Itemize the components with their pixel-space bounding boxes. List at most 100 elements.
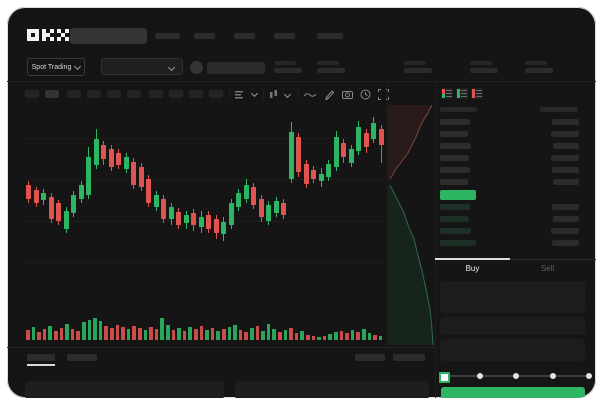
bid-row-amount[interactable] bbox=[552, 204, 579, 210]
stat-value bbox=[470, 68, 498, 73]
book-both-toggle[interactable] bbox=[441, 88, 453, 99]
candle bbox=[116, 153, 121, 165]
search-input[interactable] bbox=[70, 28, 147, 44]
book-asks-toggle[interactable] bbox=[471, 88, 483, 99]
timeframe-chip[interactable] bbox=[67, 90, 81, 98]
bottom-bar-action[interactable] bbox=[355, 354, 385, 361]
volume-bar bbox=[177, 328, 181, 340]
bid-row-price[interactable] bbox=[440, 216, 469, 222]
bid-row-price[interactable] bbox=[440, 228, 471, 234]
volume-bar bbox=[154, 329, 159, 340]
candle bbox=[78, 185, 84, 199]
orderbook-header-amount bbox=[540, 107, 578, 112]
volume-bar bbox=[289, 328, 293, 340]
candle bbox=[266, 205, 271, 221]
tab-buy[interactable]: Buy bbox=[465, 264, 480, 273]
volume-bar bbox=[182, 331, 187, 340]
volume-bar bbox=[188, 327, 192, 340]
candle bbox=[221, 222, 226, 234]
slider-step-dot[interactable] bbox=[476, 373, 483, 379]
order-form-field[interactable] bbox=[440, 317, 585, 335]
pair-dropdown[interactable] bbox=[101, 58, 183, 75]
indicator-dropdown[interactable] bbox=[235, 89, 259, 99]
ask-row-price[interactable] bbox=[440, 155, 469, 161]
timeframe-chip[interactable] bbox=[127, 90, 141, 98]
toggle-lines bbox=[476, 89, 482, 98]
tab-sell[interactable]: Sell bbox=[540, 264, 555, 273]
ask-row-amount[interactable] bbox=[552, 119, 579, 125]
candle bbox=[63, 211, 69, 229]
bottom-tab[interactable] bbox=[67, 354, 97, 361]
buy-submit-button[interactable] bbox=[441, 387, 585, 398]
volume-bar bbox=[171, 330, 176, 340]
candle bbox=[296, 137, 301, 172]
volume-bar bbox=[362, 329, 366, 340]
last-price-badge[interactable] bbox=[440, 190, 476, 200]
ask-row-price[interactable] bbox=[440, 143, 471, 149]
slider-step-dot[interactable] bbox=[513, 373, 519, 379]
timeframe-chip[interactable] bbox=[107, 90, 121, 98]
order-form-field[interactable] bbox=[440, 339, 585, 361]
volume-bar bbox=[143, 330, 148, 340]
market-type-selector[interactable]: Spot Trading bbox=[27, 58, 85, 76]
volume-bar bbox=[110, 328, 114, 340]
line-style-icon[interactable] bbox=[304, 91, 316, 99]
overlay-dropdown[interactable] bbox=[269, 90, 292, 100]
account-button[interactable] bbox=[207, 62, 265, 74]
bottom-panel bbox=[235, 381, 429, 398]
timeframe-chip[interactable] bbox=[149, 90, 163, 98]
chevron-down-icon bbox=[74, 62, 82, 70]
bid-row-price[interactable] bbox=[440, 204, 470, 210]
candle bbox=[168, 207, 174, 219]
gridline bbox=[25, 179, 385, 180]
ask-row-amount[interactable] bbox=[551, 155, 579, 161]
slider-handle[interactable] bbox=[439, 372, 450, 383]
nav-item[interactable] bbox=[155, 33, 180, 39]
ask-row-price[interactable] bbox=[440, 179, 468, 185]
ask-row-price[interactable] bbox=[440, 131, 468, 137]
slider-step-dot[interactable] bbox=[549, 373, 556, 379]
volume-bar bbox=[149, 327, 153, 340]
volume-bar bbox=[317, 337, 321, 340]
fullscreen-icon[interactable] bbox=[378, 89, 389, 100]
volume-bar bbox=[356, 332, 360, 340]
ask-row-amount[interactable] bbox=[553, 179, 579, 185]
volume-bar bbox=[250, 328, 254, 340]
okx-logo[interactable] bbox=[27, 29, 69, 41]
volume-bar bbox=[70, 329, 75, 340]
timeframe-chip[interactable] bbox=[189, 90, 203, 98]
nav-item[interactable] bbox=[234, 33, 255, 39]
volume-bar bbox=[272, 329, 276, 340]
ask-row-amount[interactable] bbox=[552, 167, 579, 173]
bid-row-amount[interactable] bbox=[553, 216, 579, 222]
nav-item[interactable] bbox=[317, 33, 343, 39]
candle bbox=[371, 123, 376, 139]
ask-row-price[interactable] bbox=[440, 167, 470, 173]
timeframe-chip[interactable] bbox=[87, 90, 101, 98]
ask-row-amount[interactable] bbox=[551, 131, 579, 137]
ask-row-price[interactable] bbox=[440, 119, 470, 125]
slider-step-dot[interactable] bbox=[586, 373, 592, 379]
ask-row-amount[interactable] bbox=[553, 143, 579, 149]
book-bids-toggle[interactable] bbox=[456, 88, 468, 99]
nav-item[interactable] bbox=[274, 33, 295, 39]
order-form-field[interactable] bbox=[440, 281, 585, 313]
camera-icon[interactable] bbox=[342, 89, 353, 100]
settings-icon[interactable] bbox=[360, 89, 371, 100]
draw-icon[interactable] bbox=[324, 89, 335, 100]
timeframe-chip[interactable] bbox=[25, 90, 39, 98]
depth-chart bbox=[388, 105, 434, 345]
bottom-tab[interactable] bbox=[27, 354, 55, 361]
bid-row-amount[interactable] bbox=[552, 240, 579, 246]
candle bbox=[281, 203, 286, 215]
bid-row-amount[interactable] bbox=[551, 228, 579, 234]
candle bbox=[191, 213, 196, 225]
bottom-bar-action[interactable] bbox=[393, 354, 425, 361]
timeframe-chip[interactable] bbox=[209, 90, 223, 98]
timeframe-chip[interactable] bbox=[169, 90, 183, 98]
timeframe-chip[interactable] bbox=[45, 90, 59, 98]
nav-item[interactable] bbox=[194, 33, 215, 39]
bid-row-price[interactable] bbox=[440, 240, 476, 246]
candle bbox=[348, 149, 354, 163]
volume-bar bbox=[42, 329, 47, 340]
